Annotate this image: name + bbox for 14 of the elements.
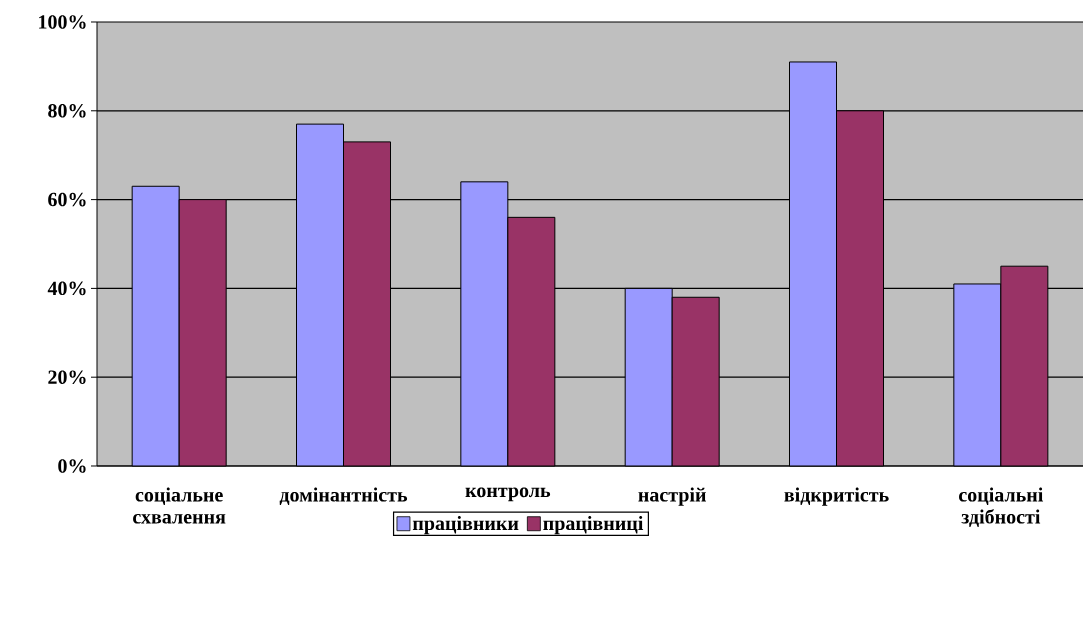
y-tick-label: 80%	[48, 104, 86, 118]
x-tick-label: соціальні здібності	[959, 487, 1044, 527]
y-tick-label: 0%	[58, 459, 86, 473]
x-tick-label: настрій	[638, 487, 706, 506]
x-tick-label: контроль	[465, 487, 551, 502]
x-tick-label: відкритість	[784, 487, 889, 506]
x-tick-label: соціальне схвалення	[133, 487, 226, 524]
y-tick-label: 100%	[39, 15, 86, 29]
y-tick-label: 60%	[48, 192, 86, 207]
legend-label: працівниці	[543, 516, 644, 535]
y-tick-label: 40%	[47, 281, 86, 296]
y-tick-label: 20%	[48, 370, 86, 384]
legend-label: працівники	[412, 516, 519, 535]
x-tick-label: домінантність	[279, 487, 408, 505]
